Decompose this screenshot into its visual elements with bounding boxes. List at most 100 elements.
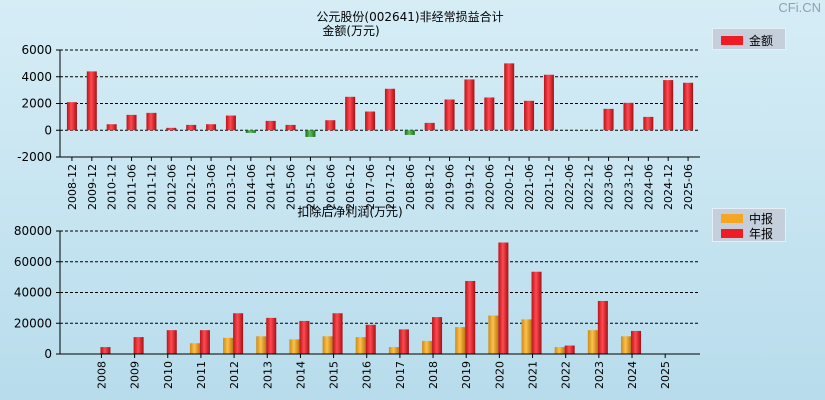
legend-label-amount: 金额 [749,34,774,48]
chart1-x-tick-label: 2011-06 [126,164,139,210]
chart1-bar [106,124,117,131]
chart2-bar-annual [531,271,542,354]
legend-item-amount: 金额 [713,33,785,48]
chart1-x-tick-label: 2015-12 [304,164,317,210]
chart1-bar [206,124,217,131]
legend-swatch-orange [721,214,743,223]
chart-nonrecurring: 公元股份(002641)非经常损益合计 金额(万元) -2000 0 2000 400… [17,9,700,210]
chart1-bar [325,120,336,131]
chart1-bar [424,122,435,131]
chart1-x-tick-label: 2017-12 [384,164,397,210]
chart1-bar [285,124,296,131]
chart2-title: 扣除后净利润(万元) [297,204,402,219]
chart1-y-tick-label: 6000 [21,43,52,57]
chart1-x-tick-label: 2017-06 [364,164,377,210]
chart1-bar [365,111,376,131]
chart1-bar [504,63,515,131]
chart2-bar-annual [233,313,244,354]
chart1-x-tick-label: 2020-06 [483,164,496,210]
chart1-bar [683,82,694,131]
chart2-y-tick-label: 20000 [14,316,52,330]
chart1-x-tick-label: 2024-12 [662,164,675,210]
watermark: CFi.CN [778,0,821,15]
legend-label-annual: 年报 [749,227,774,241]
chart1-bar [225,115,236,131]
chart2-bar-annual [100,347,111,354]
chart2-x-tick-label: 2014 [294,361,307,389]
chart2-x-tick-label: 2020 [493,361,506,389]
chart1-y-tick-label: 2000 [21,97,52,111]
chart2-bar-annual [299,320,310,354]
chart1-x-tick-label: 2023-06 [603,164,616,210]
chart1-bar [265,120,276,131]
chart2-bar-interim [422,340,433,354]
chart2-bar-annual [432,317,443,354]
chart1-x-tick-label: 2009-12 [86,164,99,210]
chart2-x-tick-label: 2025 [659,361,672,389]
chart2-bar-interim [256,336,267,354]
chart2-x-tick-label: 2016 [361,361,374,389]
chart2-x-tick-label: 2024 [626,361,639,389]
chart1-bar [543,74,554,131]
chart2-bar-interim [521,319,532,354]
chart1-bar [663,80,674,131]
chart2-x-tick-label: 2018 [427,361,440,389]
chart1-bar [643,116,654,131]
chart2-bar-interim [388,347,399,354]
legend-swatch-red [721,229,743,238]
chart1-title: 公元股份(002641)非经常损益合计 [316,9,503,24]
chart2-bar-annual [597,300,608,354]
chart1-x-tick-label: 2014-12 [265,164,278,210]
chart2-bar-annual [465,280,476,354]
chart2-bar-interim [488,315,499,354]
chart1-bar [464,79,475,131]
chart1-x-tick-label: 2012-12 [185,164,198,210]
chart1-x-tick-label: 2025-06 [682,164,695,210]
chart2-x-tick-label: 2009 [129,361,142,389]
chart1-x-tick-label: 2014-06 [245,164,258,210]
chart2-x-tick-label: 2021 [527,361,540,389]
chart2-bar-annual [266,317,277,354]
chart1-x-tick-label: 2016-06 [324,164,337,210]
chart1-ylabel: 金额(万元) [322,23,379,38]
chart1-y-tick-label: 4000 [21,70,52,84]
chart2-bar-interim [621,336,632,354]
chart1-x-tick-label: 2015-06 [285,164,298,210]
chart2-bar-annual [199,330,210,354]
chart2-x-tick-label: 2022 [560,361,573,389]
chart2-bar-annual [631,330,642,354]
chart2-bar-interim [223,337,234,354]
chart1-bar [444,99,455,131]
chart1-x-tick-label: 2019-12 [463,164,476,210]
chart1-bar [146,112,157,131]
chart2-bar-annual [166,330,177,354]
chart1-bar [86,71,97,131]
chart2-bar-annual [133,337,144,354]
chart1-bar [166,127,177,131]
chart2-x-tick-label: 2013 [261,361,274,389]
chart2-bar-interim [355,337,366,354]
chart1-bar [186,124,197,131]
chart2-bar-interim [189,343,200,354]
chart1-x-tick-label: 2022-06 [563,164,576,210]
chart1-bar [484,97,495,131]
chart1-x-tick-label: 2016-12 [344,164,357,210]
chart1-bar [404,130,415,135]
chart2-x-tick-label: 2015 [328,361,341,389]
chart1-bar [623,102,634,131]
chart1-bar [66,102,77,131]
chart1-bar [245,130,256,133]
chart1-y-tick-label: 0 [44,123,52,137]
chart2-y-tick-label: 80000 [14,224,52,238]
legend-swatch-red [721,36,743,45]
chart1-x-tick-label: 2024-06 [642,164,655,210]
chart2-bar-interim [554,347,565,354]
chart-net-profit: 扣除后净利润(万元) 0 20000 40000 60000 80000 2008 200… [14,204,700,389]
chart1-x-tick-label: 2021-12 [543,164,556,210]
chart1-legend: 金额 [712,28,786,50]
chart1-bar [384,88,395,131]
chart2-bar-annual [498,242,509,354]
chart1-x-tick-label: 2020-12 [503,164,516,210]
chart1-x-tick-label: 2013-06 [205,164,218,210]
